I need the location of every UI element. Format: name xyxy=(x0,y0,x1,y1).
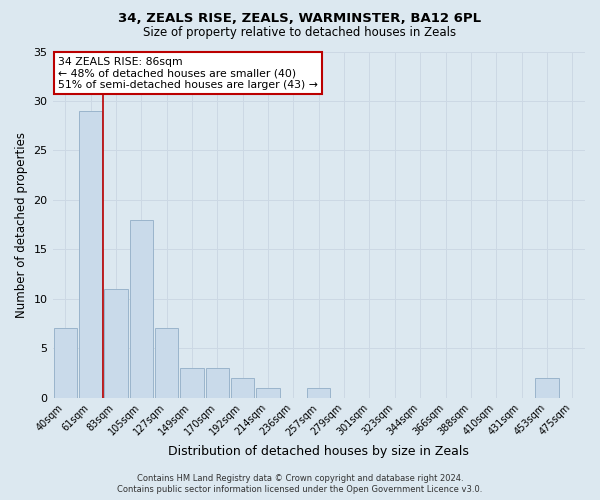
Bar xyxy=(307,388,331,398)
Bar xyxy=(155,328,178,398)
Bar xyxy=(104,289,128,398)
Y-axis label: Number of detached properties: Number of detached properties xyxy=(15,132,28,318)
Bar xyxy=(53,328,77,398)
Bar xyxy=(79,111,102,398)
Bar xyxy=(535,378,559,398)
Bar xyxy=(206,368,229,398)
Bar xyxy=(130,220,153,398)
Bar xyxy=(181,368,203,398)
Bar xyxy=(256,388,280,398)
X-axis label: Distribution of detached houses by size in Zeals: Distribution of detached houses by size … xyxy=(169,444,469,458)
Text: Size of property relative to detached houses in Zeals: Size of property relative to detached ho… xyxy=(143,26,457,39)
Text: 34 ZEALS RISE: 86sqm
← 48% of detached houses are smaller (40)
51% of semi-detac: 34 ZEALS RISE: 86sqm ← 48% of detached h… xyxy=(58,56,318,90)
Bar xyxy=(231,378,254,398)
Text: Contains HM Land Registry data © Crown copyright and database right 2024.
Contai: Contains HM Land Registry data © Crown c… xyxy=(118,474,482,494)
Text: 34, ZEALS RISE, ZEALS, WARMINSTER, BA12 6PL: 34, ZEALS RISE, ZEALS, WARMINSTER, BA12 … xyxy=(118,12,482,26)
